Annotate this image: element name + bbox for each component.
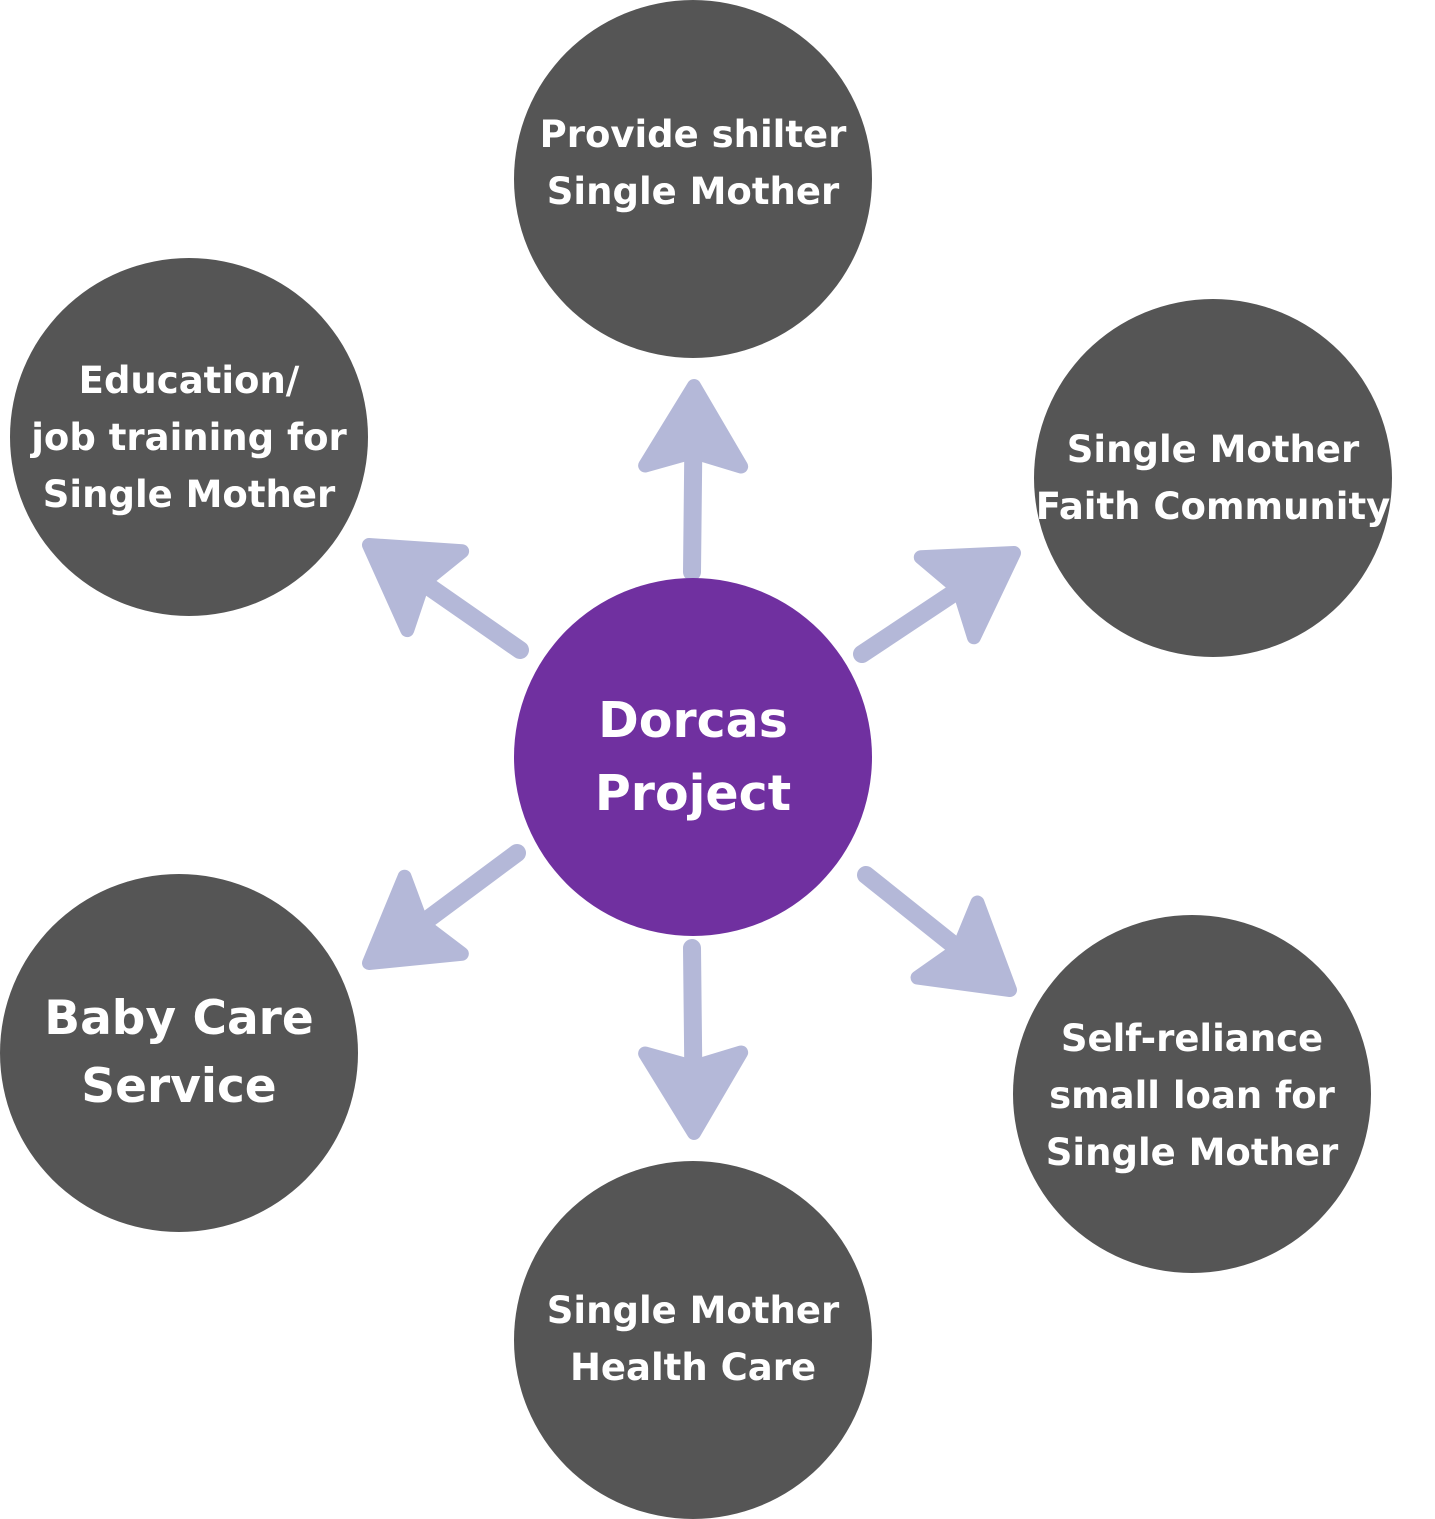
arrow-to-education-shaft (415, 574, 529, 659)
node-baby-care-service: Baby Care Service (0, 874, 358, 1232)
arrow-to-health-head (638, 1045, 749, 1140)
arrow-to-shelter-head (638, 379, 749, 474)
node-faith-community: Single Mother Faith Community (1034, 299, 1392, 657)
arrow-to-shelter-shaft (683, 444, 703, 581)
arrow-to-loan-shaft (857, 866, 966, 957)
arrow-to-faith-shaft (853, 581, 967, 663)
arrow-to-faith (853, 546, 1021, 663)
arrow-to-education (362, 538, 529, 659)
arrow-to-shelter (638, 379, 749, 581)
center-node-label: Dorcas Project (594, 692, 792, 822)
arrow-to-faith-head (913, 546, 1021, 645)
node-health-label: Single Mother Health Care (546, 1289, 840, 1389)
arrow-to-loan (857, 866, 1017, 997)
node-faith-label: Single Mother Faith Community (1035, 428, 1391, 528)
node-baby-label: Baby Care Service (44, 991, 314, 1114)
node-health-care: Single Mother Health Care (514, 1161, 872, 1519)
node-loan-label: Self-reliance small loan for Single Moth… (1045, 1016, 1339, 1174)
node-provide-shelter: Provide shilter Single Mother (514, 0, 872, 358)
arrow-to-loan-head (910, 895, 1017, 997)
arrow-to-health (638, 939, 749, 1140)
node-education-job-training: Education/ job training for Single Mothe… (10, 258, 368, 616)
arrow-to-education-head (362, 538, 470, 638)
center-node-dorcas-project: Dorcas Project (514, 578, 872, 936)
node-small-loan: Self-reliance small loan for Single Moth… (1013, 915, 1371, 1273)
node-shelter-label: Provide shilter Single Mother (539, 113, 847, 213)
arrow-to-baby-head (362, 869, 469, 970)
arrow-to-health-shaft (683, 939, 703, 1075)
arrow-to-baby-shaft (414, 844, 526, 932)
node-education-label: Education/ job training for Single Mothe… (31, 358, 347, 516)
arrow-to-baby (362, 844, 526, 970)
